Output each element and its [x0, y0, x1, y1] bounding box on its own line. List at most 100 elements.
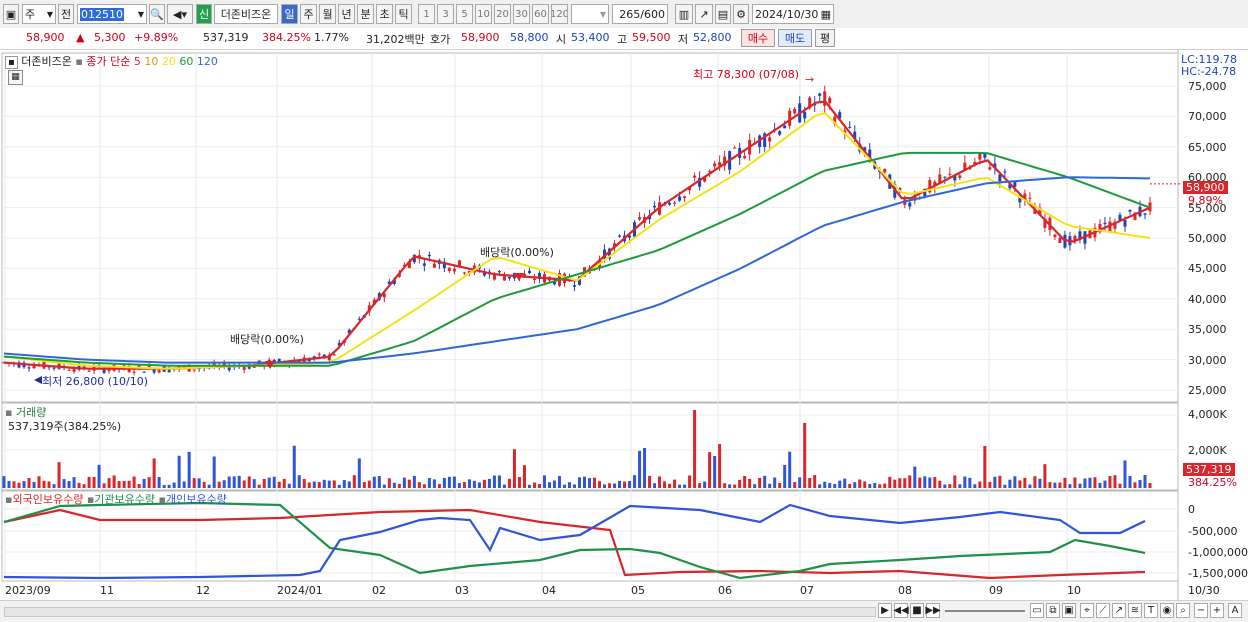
interval-tab-6[interactable]: 60 [532, 4, 549, 24]
text-icon[interactable]: T [1144, 603, 1158, 618]
volume-bar-129 [648, 475, 652, 488]
forward-icon[interactable]: ▶▶ [925, 603, 941, 618]
period-tab-3[interactable]: 년 [338, 4, 355, 24]
buy-button[interactable]: 매수 [741, 29, 775, 47]
volume-bar-215 [1078, 483, 1082, 488]
volume-bar-210 [1053, 482, 1057, 488]
legend-individual: 개인보유수량 [165, 493, 227, 506]
fib-icon[interactable]: ≋ [1128, 603, 1142, 618]
crosshair-icon[interactable]: ⌖ [1080, 603, 1094, 618]
rewind-icon[interactable]: ◀◀ [893, 603, 909, 618]
candle-body-153 [768, 137, 772, 142]
volume-bar-178 [893, 479, 897, 488]
candle-body-85 [427, 254, 431, 257]
window-icon-1[interactable]: ▭ [1030, 603, 1044, 618]
code-input[interactable]: 012510 ▼ [77, 4, 147, 24]
volume-bar-164 [823, 481, 827, 488]
candle-body-205 [1028, 197, 1032, 199]
legend-icon[interactable]: ▪ [5, 56, 18, 69]
interval-tab-1[interactable]: 3 [437, 4, 454, 24]
volume-bar-125 [628, 480, 632, 488]
interval-tab-7[interactable]: 120 [551, 4, 568, 24]
count-input[interactable]: 265/600 [612, 4, 668, 24]
volume-bar-82 [412, 475, 416, 488]
price-ylabel-3: 60,000 [1188, 171, 1227, 185]
price-ylabel-2: 65,000 [1188, 140, 1227, 154]
period-tab-4[interactable]: 분 [357, 4, 374, 24]
candle-body-69 [347, 329, 351, 334]
volume-bar-128 [643, 448, 647, 488]
zoom-out-icon[interactable]: − [1194, 603, 1208, 618]
scrollbar[interactable] [4, 607, 876, 617]
period-tab-2[interactable]: 월 [319, 4, 336, 24]
volume-bar-40 [202, 481, 206, 488]
window-icon-2[interactable]: ⧉ [1046, 603, 1060, 618]
volume-bar-218 [1093, 477, 1097, 488]
volume-bar-159 [798, 477, 802, 488]
volume-bar-7 [37, 476, 41, 488]
search-icon[interactable]: 🔍 [149, 4, 165, 24]
volume-bar-148 [743, 476, 747, 488]
stop-icon[interactable]: ■ [910, 603, 924, 618]
chart-canvas[interactable]: → [0, 50, 1248, 600]
interval-select[interactable]: ▼ [571, 4, 609, 24]
change-percent: +9.89% [134, 31, 179, 44]
volume-bar-185 [928, 477, 932, 488]
volume-bar-62 [312, 481, 316, 488]
interval-tab-5[interactable]: 30 [513, 4, 530, 24]
font-icon[interactable]: A [1228, 603, 1242, 618]
scroll-right-icon[interactable]: ▶ [878, 603, 892, 618]
period-tab-6[interactable]: 틱 [395, 4, 412, 24]
speaker-icon[interactable]: ◀▾ [167, 4, 193, 24]
volume-bar-98 [492, 475, 496, 488]
volume-tag: 537,319 [1183, 463, 1235, 476]
volume-bar-108 [542, 475, 546, 488]
ma-legend-10: 10 [140, 55, 159, 68]
period-tab-0[interactable]: 일 [281, 4, 298, 24]
interval-tab-0[interactable]: 1 [418, 4, 435, 24]
up-arrow-icon: ▲ [76, 31, 85, 44]
sell-button[interactable]: 매도 [778, 29, 812, 47]
volume-bar-137 [688, 475, 692, 488]
save-icon[interactable]: ▤ [715, 4, 731, 24]
volume-bar-103 [517, 477, 521, 488]
volume-title: ▪ 거래량 [5, 406, 47, 419]
volume-bar-224 [1123, 460, 1127, 488]
period-tab-5[interactable]: 초 [376, 4, 393, 24]
eval-button[interactable]: 평 [815, 29, 835, 47]
ruler-icon[interactable]: ⟋ [1096, 603, 1110, 618]
window-icon[interactable]: ▣ [3, 4, 19, 24]
window-icon-3[interactable]: ▣ [1062, 603, 1076, 618]
camera-icon[interactable]: ◉ [1160, 603, 1174, 618]
trend-icon[interactable]: ↗ [1112, 603, 1126, 618]
candle-body-224 [1123, 220, 1127, 227]
calendar-icon[interactable]: ▦ [820, 7, 831, 21]
volume-bar-195 [978, 481, 982, 488]
volume-bar-133 [668, 483, 672, 488]
stock-name: 더존비즈온 [214, 4, 278, 24]
prefix-button[interactable]: 전 [58, 4, 74, 24]
volume-bar-34 [172, 482, 176, 488]
price-tag: 58,900 [1183, 181, 1228, 194]
interval-tab-4[interactable]: 20 [494, 4, 511, 24]
market-select[interactable]: 주 ▼ [22, 4, 56, 24]
period-tab-1[interactable]: 주 [300, 4, 317, 24]
volume-bar-69 [347, 481, 351, 488]
speed-slider[interactable] [945, 610, 1025, 612]
table-icon[interactable]: ▦ [8, 70, 23, 85]
interval-tab-3[interactable]: 10 [475, 4, 492, 24]
date-input[interactable]: 2024/10/30 ▦ [752, 4, 834, 24]
zoom-search-icon[interactable]: ⌕ [1176, 603, 1190, 618]
zoom-in-icon[interactable]: + [1210, 603, 1224, 618]
settings-icon[interactable]: ⚙ [733, 4, 749, 24]
volume-bar-75 [377, 476, 381, 488]
volume-bar-216 [1083, 478, 1087, 488]
price-ylabel-4: 55,000 [1188, 201, 1227, 215]
volume-bar-146 [733, 484, 737, 488]
draw-icon[interactable]: ↗ [695, 4, 713, 24]
interval-tab-2[interactable]: 5 [456, 4, 473, 24]
candle-body-30 [152, 368, 156, 373]
chart-type-icon[interactable]: ▥ [675, 4, 693, 24]
candle-body-212 [1063, 234, 1067, 248]
